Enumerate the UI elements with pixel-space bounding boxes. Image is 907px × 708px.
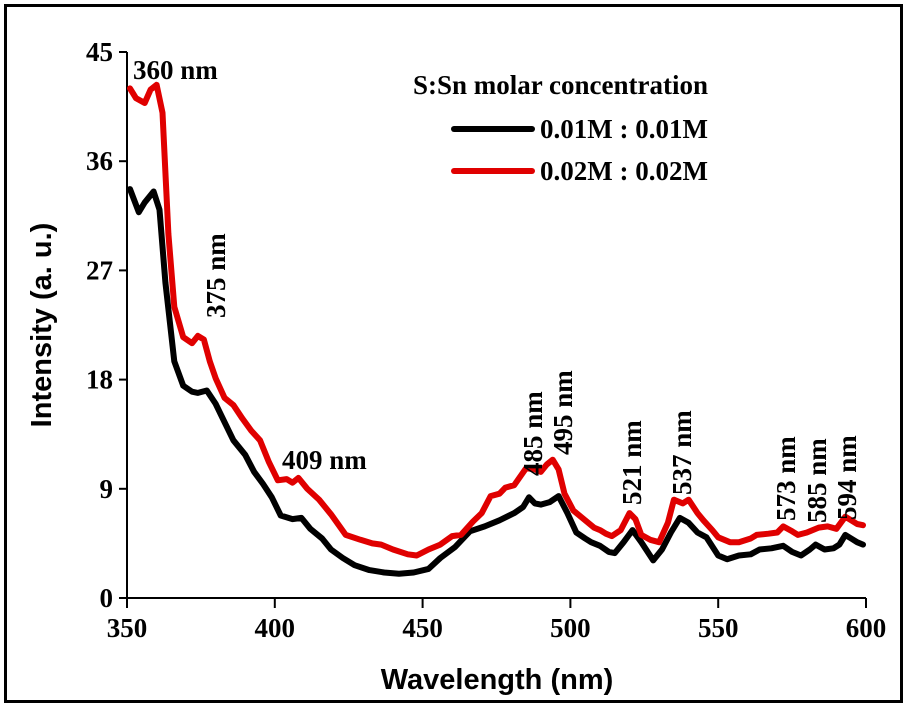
legend-label-0: 0.01M : 0.01M: [540, 114, 708, 144]
legend: S:Sn molar concentration 0.01M : 0.01M 0…: [413, 70, 708, 186]
axes: 0 9 18 27 36 45 350 400 450 500 550 600: [86, 37, 886, 643]
y-tick-label: 0: [100, 583, 114, 613]
peak-label: 585 nm: [802, 438, 832, 523]
peak-label: 375 nm: [201, 233, 231, 318]
y-tick-label: 18: [86, 365, 113, 395]
x-tick-label: 600: [846, 613, 887, 643]
peak-label: 485 nm: [518, 391, 548, 476]
y-axis-label: Intensity (a. u.): [26, 223, 58, 428]
x-tick-label: 350: [107, 613, 148, 643]
y-tick-label: 45: [86, 37, 113, 67]
y-tick-label: 36: [86, 146, 113, 176]
peak-label: 521 nm: [617, 420, 647, 505]
peak-label: 537 nm: [667, 410, 697, 495]
series-line-1: [127, 81, 866, 559]
x-tick-label: 400: [255, 613, 296, 643]
peak-label: 409 nm: [282, 445, 367, 475]
peak-label: 495 nm: [548, 370, 578, 455]
x-tick-label: 550: [698, 613, 739, 643]
legend-label-1: 0.02M : 0.02M: [540, 156, 708, 186]
x-axis-label: Wavelength (nm): [381, 664, 614, 696]
peak-label: 573 nm: [771, 436, 801, 521]
series-layer: [127, 81, 866, 577]
x-tick-label: 450: [402, 613, 443, 643]
y-tick-label: 27: [86, 255, 113, 285]
peak-label: 360 nm: [133, 55, 218, 85]
y-tick-label: 9: [100, 474, 114, 504]
peak-label: 594 nm: [832, 435, 862, 520]
annotations: 360 nm 375 nm 409 nm 485 nm 495 nm 521 nm 537 …: [133, 55, 862, 523]
figure-frame: [4, 4, 903, 703]
series-line-0: [127, 186, 866, 577]
legend-title: S:Sn molar concentration: [413, 70, 708, 100]
x-tick-label: 500: [550, 613, 591, 643]
